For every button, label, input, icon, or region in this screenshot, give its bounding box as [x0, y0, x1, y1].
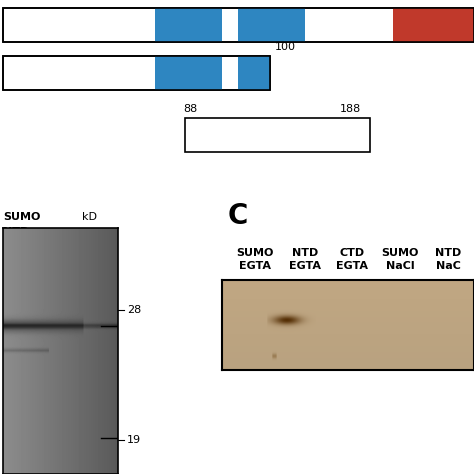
- Text: NTD: NTD: [3, 227, 29, 237]
- Bar: [3, 56, 270, 90]
- Bar: [3, 8, 474, 42]
- Bar: [155, 56, 222, 90]
- Bar: [185, 118, 370, 152]
- Text: EGTA: EGTA: [336, 261, 368, 271]
- Text: SUMO: SUMO: [237, 248, 273, 258]
- Text: 88: 88: [183, 104, 197, 114]
- Text: NaC: NaC: [436, 261, 460, 271]
- Text: 100: 100: [275, 42, 296, 52]
- Text: SUMO: SUMO: [3, 212, 40, 222]
- Text: NaCl: NaCl: [386, 261, 414, 271]
- Bar: [393, 8, 474, 42]
- Text: NTD: NTD: [292, 248, 318, 258]
- Bar: [3, 56, 270, 90]
- Text: NTD: NTD: [435, 248, 461, 258]
- Bar: [3, 8, 474, 42]
- Text: 19: 19: [127, 435, 141, 445]
- Text: SUMO: SUMO: [381, 248, 419, 258]
- Text: EGTA: EGTA: [289, 261, 321, 271]
- Text: C: C: [228, 202, 248, 230]
- Text: CTD: CTD: [339, 248, 365, 258]
- Bar: [155, 8, 222, 42]
- Text: 28: 28: [127, 305, 141, 315]
- Text: kD: kD: [82, 212, 97, 222]
- Bar: [238, 8, 305, 42]
- Text: 188: 188: [340, 104, 361, 114]
- Bar: [238, 56, 270, 90]
- Text: EGTA: EGTA: [239, 261, 271, 271]
